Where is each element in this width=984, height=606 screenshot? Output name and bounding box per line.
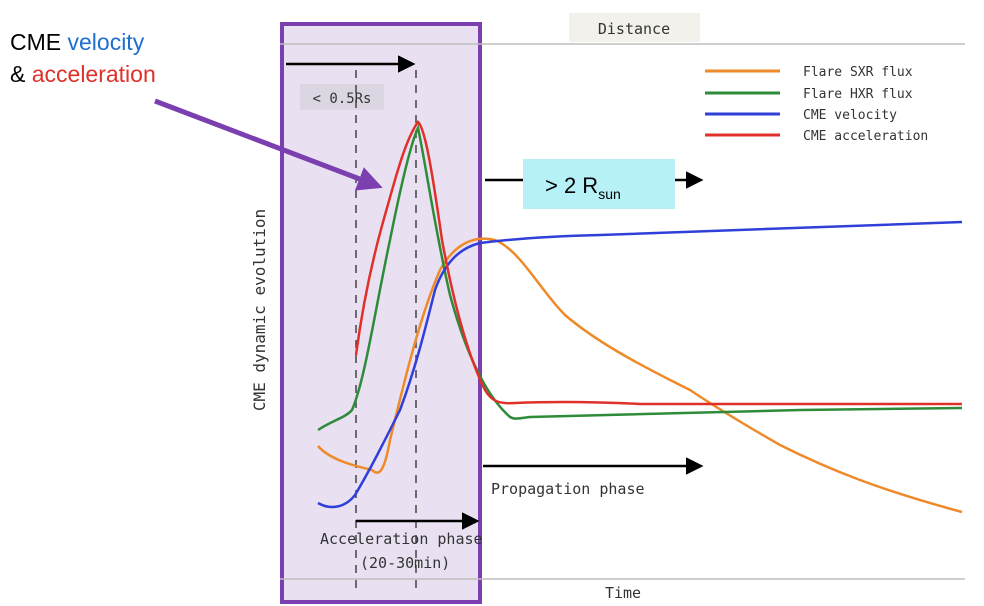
x-axis-label: Time [605, 584, 641, 602]
distance-marker-box [300, 84, 384, 110]
acceleration-phase-duration: (20-30min) [360, 554, 450, 572]
distance-callout-box [523, 159, 675, 209]
annotation-line2: & acceleration [10, 61, 156, 87]
legend-label-acceleration: CME acceleration [803, 129, 928, 144]
acceleration-zone-highlight [280, 22, 482, 604]
legend: Flare SXR flux Flare HXR flux CME veloci… [705, 65, 928, 144]
distance-label: Distance [598, 20, 670, 38]
annotation-pointer-arrow [154, 98, 383, 191]
distance-label-box [569, 13, 700, 42]
legend-label-sxr: Flare SXR flux [803, 65, 913, 80]
legend-label-velocity: CME velocity [803, 108, 897, 123]
cme-velocity-curve [317, 220, 963, 509]
distance-marker-label: < 0.5Rs [312, 91, 371, 107]
flare-hxr-flux-curve [317, 124, 963, 432]
legend-label-hxr: Flare HXR flux [803, 87, 913, 102]
propagation-phase-label: Propagation phase [491, 480, 645, 498]
cme-acceleration-curve [354, 120, 963, 406]
y-axis-label: CME dynamic evolution [250, 209, 269, 411]
annotation-line1: CME velocity [10, 29, 145, 55]
acceleration-phase-label: Acceleration phase [320, 530, 483, 548]
flare-sxr-flux-curve [317, 237, 963, 514]
distance-callout-label: > 2 Rsun [545, 173, 621, 202]
